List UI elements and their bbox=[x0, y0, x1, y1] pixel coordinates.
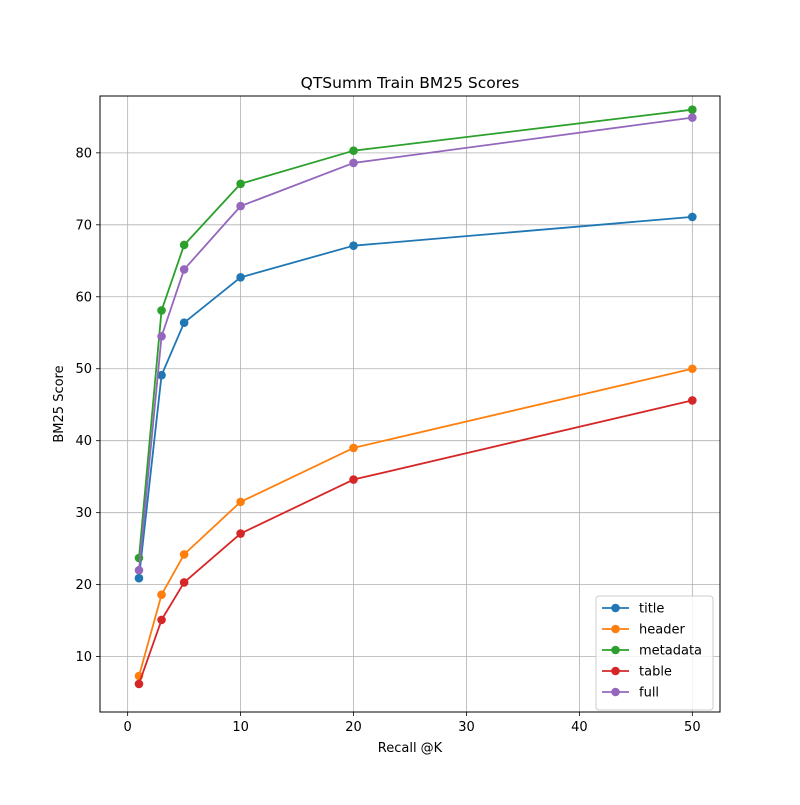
y-tick-label: 20 bbox=[75, 578, 92, 593]
data-point-metadata bbox=[688, 105, 697, 114]
axis-ticks: 0 10 20 30 40 50 10 20 30 40 50 60 70 80 bbox=[75, 146, 700, 735]
legend-label: table bbox=[639, 665, 672, 680]
legend-item-table: table bbox=[602, 665, 672, 680]
legend-marker bbox=[611, 645, 620, 655]
data-point-title bbox=[157, 370, 166, 380]
data-point-full bbox=[179, 265, 189, 274]
data-point-header bbox=[157, 590, 166, 600]
data-point-table bbox=[157, 615, 166, 625]
data-point-title bbox=[179, 318, 189, 327]
data-point-table bbox=[236, 529, 245, 538]
x-tick-label: 50 bbox=[684, 720, 701, 735]
series-line-full bbox=[138, 116, 693, 571]
plot-frame bbox=[99, 95, 721, 713]
data-point-table bbox=[688, 396, 697, 405]
data-point-metadata bbox=[349, 146, 358, 155]
data-point-full bbox=[349, 158, 358, 168]
data-point-title bbox=[134, 573, 144, 583]
y-tick-label: 60 bbox=[75, 290, 92, 305]
data-point-header bbox=[236, 497, 245, 507]
series-line-header bbox=[138, 367, 693, 677]
data-point-metadata bbox=[179, 240, 189, 250]
legend-item-header: header bbox=[602, 623, 685, 638]
data-point-title bbox=[349, 241, 358, 250]
legend-box bbox=[595, 595, 714, 711]
series-title bbox=[134, 212, 697, 583]
legend-marker bbox=[611, 624, 620, 634]
y-tick-label: 50 bbox=[75, 362, 92, 377]
data-point-metadata bbox=[236, 179, 245, 189]
y-tick-label: 10 bbox=[75, 650, 92, 665]
data-point-full bbox=[688, 113, 697, 122]
legend-item-full: full bbox=[602, 686, 659, 701]
legend-marker bbox=[611, 687, 620, 697]
series-line-metadata bbox=[138, 108, 693, 559]
x-tick-label: 0 bbox=[124, 720, 132, 735]
data-point-table bbox=[179, 578, 189, 587]
x-tick-label: 40 bbox=[571, 720, 588, 735]
legend-label: title bbox=[639, 602, 664, 617]
y-axis-label: BM25 Score bbox=[52, 365, 67, 442]
y-tick-label: 30 bbox=[75, 506, 92, 521]
data-point-table bbox=[134, 679, 144, 689]
x-tick-label: 30 bbox=[458, 720, 475, 735]
data-point-header bbox=[349, 443, 358, 453]
data-point-title bbox=[688, 212, 697, 222]
legend-item-metadata: metadata bbox=[602, 644, 702, 659]
x-tick-label: 10 bbox=[232, 720, 249, 735]
legend: title header metadata table full bbox=[595, 595, 714, 711]
x-axis-label: Recall @K bbox=[378, 741, 443, 756]
data-point-metadata bbox=[157, 306, 166, 315]
y-tick-label: 70 bbox=[75, 218, 92, 233]
series-line-title bbox=[138, 216, 693, 579]
chart-title: QTSumm Train BM25 Scores bbox=[301, 74, 520, 92]
data-point-header bbox=[688, 364, 697, 374]
series-full bbox=[134, 113, 697, 575]
data-point-header bbox=[179, 550, 189, 559]
legend-marker bbox=[611, 603, 620, 613]
y-tick-label: 80 bbox=[75, 146, 92, 161]
series-line-table bbox=[138, 399, 693, 685]
series-layer bbox=[134, 105, 697, 689]
legend-label: header bbox=[639, 623, 685, 638]
data-point-title bbox=[236, 273, 245, 282]
legend-item-title: title bbox=[602, 602, 664, 617]
series-table bbox=[134, 396, 697, 689]
data-point-table bbox=[349, 475, 358, 484]
grid-lines bbox=[100, 96, 720, 712]
data-point-full bbox=[236, 201, 245, 211]
y-tick-label: 40 bbox=[75, 434, 92, 449]
data-point-full bbox=[157, 332, 166, 341]
legend-label: full bbox=[639, 686, 659, 701]
legend-label: metadata bbox=[639, 644, 702, 659]
data-point-full bbox=[134, 565, 144, 575]
x-tick-label: 20 bbox=[345, 720, 362, 735]
legend-marker bbox=[611, 666, 620, 676]
